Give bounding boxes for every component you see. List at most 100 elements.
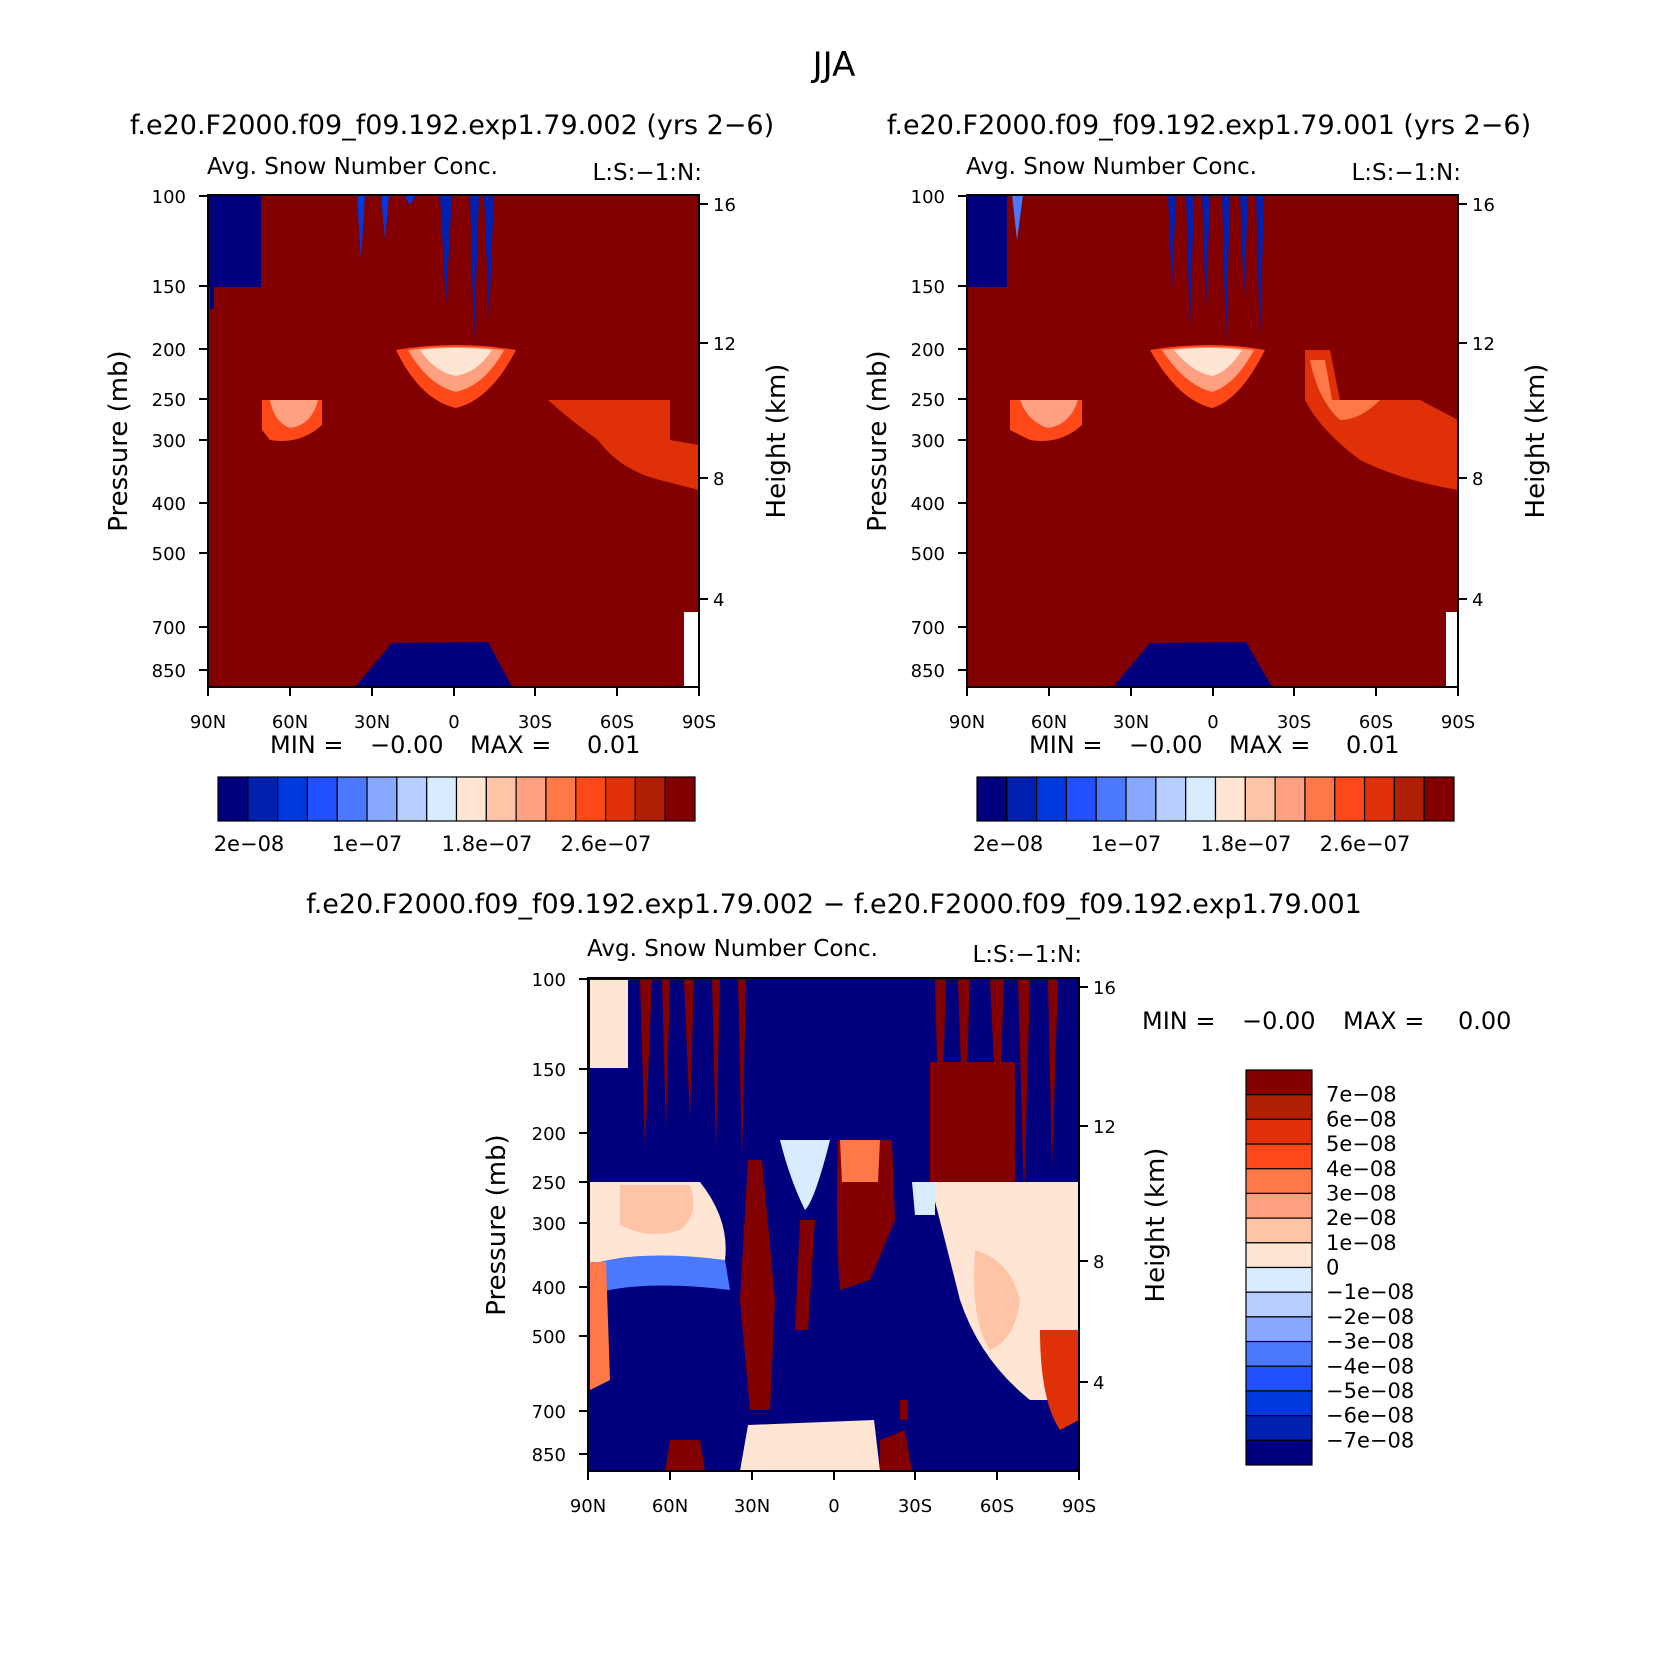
cbar2-swatch-12 [1334, 776, 1366, 822]
cbar1-swatch-9 [485, 776, 517, 822]
panel-1-y-ticks: 100 150 200 250 300 400 500 700 850 [152, 187, 208, 682]
panel-2-xtick-90n: 90N [949, 712, 985, 733]
panel-2-cbar-label-4: 2.6e−07 [1320, 832, 1411, 856]
panel-1-cbar-label-3: 1.8e−07 [442, 832, 533, 856]
panel-3-y-ticks-right: 16 12 8 4 [1079, 978, 1116, 1394]
panel-3-ytick-100: 100 [532, 970, 566, 991]
cbar2-swatch-2 [1036, 776, 1068, 822]
panel-1-rtick-4: 4 [713, 590, 724, 611]
panel-3-cbar-label-12: −4e−08 [1326, 1354, 1414, 1378]
panel-2-header: f.e20.F2000.f09_f09.192.exp1.79.001 (yrs… [887, 110, 1531, 141]
panel-1-x-ticks: 90N 60N 30N 0 30S 60S 90S [190, 687, 716, 733]
panel-2-min-value: −0.00 [1129, 731, 1203, 759]
panel-3-cbar-label-7: 1e−08 [1326, 1231, 1397, 1255]
panel-2-rtick-4: 4 [1472, 590, 1483, 611]
panel-2-ytick-400: 400 [911, 494, 945, 515]
panel-3-field-sh-upper-block [930, 1062, 1015, 1182]
panel-1-min-value: −0.00 [370, 731, 444, 759]
panel-2-field-nh-midlevel-inner [1020, 400, 1078, 428]
panel-2-field-missing [1446, 612, 1458, 687]
panel-1-field-nh-midlevel-inner [270, 400, 318, 428]
cbar3-swatch-1 [1245, 1094, 1313, 1120]
panel-3-cbar-label-14: −6e−08 [1326, 1404, 1414, 1428]
panel-3-field-equatorial-diff-a [780, 1140, 830, 1210]
cbar2-swatch-3 [1065, 776, 1097, 822]
panel-3-field-tropical-red-streaks-1 [740, 1160, 775, 1410]
panel-1-ytick-700: 700 [152, 618, 186, 639]
panel-2-title-right: L:S:−1:N: [1351, 160, 1461, 186]
panel-3-rtick-12: 12 [1093, 1117, 1116, 1138]
cbar3-swatch-10 [1245, 1316, 1313, 1343]
panel-2-y-ticks-right: 16 12 8 4 [1458, 195, 1495, 611]
panel-1-y-ticks-right: 16 12 8 4 [699, 195, 736, 611]
panel-3-field-nh-top-box [590, 980, 628, 1068]
panel-3-stats: MIN = −0.00 MAX = 0.00 [1142, 1007, 1511, 1035]
cbar2-swatch-6 [1155, 776, 1187, 822]
cbar1-swatch-0 [217, 776, 249, 822]
cbar3-swatch-14 [1245, 1415, 1313, 1441]
panel-3-ytick-250: 250 [532, 1173, 566, 1194]
panel-1-ytick-250: 250 [152, 390, 186, 411]
panel-3-rtick-4: 4 [1093, 1373, 1104, 1394]
panel-1-title: Avg. Snow Number Conc. [207, 154, 498, 180]
panel-3-xtick-60n: 60N [652, 1496, 688, 1517]
panel-3-field-nh-midlevel-blue-band [600, 1255, 730, 1292]
cbar1-swatch-3 [306, 776, 338, 822]
panel-2-field-sh-midlevel-inner [1310, 360, 1380, 420]
cbar2-swatch-11 [1304, 776, 1336, 822]
panel-2-max-value: 0.01 [1346, 731, 1399, 759]
panel-3-field-surface-red-patches [665, 1400, 912, 1471]
panel-3-field-nh-midlevel-warm-core [620, 1185, 694, 1234]
cbar2-swatch-4 [1095, 776, 1127, 822]
panel-3-xtick-30s: 30S [898, 1496, 932, 1517]
cbar3-swatch-3 [1245, 1143, 1313, 1170]
cbar1-swatch-15 [664, 776, 696, 822]
panel-2-max-label: MAX = [1229, 731, 1310, 759]
cbar2-swatch-13 [1363, 776, 1395, 822]
panel-1-xtick-60n: 60N [272, 712, 308, 733]
panel-3-cbar-label-8: 0 [1326, 1256, 1339, 1280]
panel-3-cbar-label-1: 7e−08 [1326, 1083, 1397, 1107]
panel-2-field-nh-surface-blue [1113, 642, 1272, 687]
cbar1-swatch-2 [277, 776, 309, 822]
panel-3-cbar-label-15: −7e−08 [1326, 1428, 1414, 1452]
panel-2-ylabel-right: Height (km) [1521, 364, 1551, 519]
panel-2-cbar-label-3: 1.8e−07 [1201, 832, 1292, 856]
panel-3-max-value: 0.00 [1458, 1007, 1511, 1035]
panel-3-header: f.e20.F2000.f09_f09.192.exp1.79.002 − f.… [306, 889, 1362, 920]
panel-1-field-nh-upper [208, 195, 261, 287]
panel-2: f.e20.F2000.f09_f09.192.exp1.79.001 (yrs… [863, 110, 1551, 856]
panel-2-ytick-500: 500 [911, 544, 945, 565]
cbar3-swatch-13 [1245, 1390, 1313, 1417]
panel-1-colorbar [217, 776, 696, 822]
panel-2-xtick-30n: 30N [1113, 712, 1149, 733]
panel-1-ytick-500: 500 [152, 544, 186, 565]
panel-1-field-equatorial-plume-3 [420, 348, 492, 376]
cbar2-swatch-14 [1393, 776, 1425, 822]
cbar3-swatch-12 [1245, 1365, 1313, 1392]
cbar3-swatch-9 [1245, 1291, 1313, 1318]
cbar1-swatch-6 [396, 776, 428, 822]
panel-1-rtick-8: 8 [713, 469, 724, 490]
cbar2-swatch-9 [1244, 776, 1276, 822]
panel-2-ytick-250: 250 [911, 390, 945, 411]
panel-1-cbar-label-2: 1e−07 [332, 832, 403, 856]
panel-3-ytick-300: 300 [532, 1214, 566, 1235]
panel-2-ytick-150: 150 [911, 277, 945, 298]
panel-3-xtick-90n: 90N [570, 1496, 606, 1517]
panel-3-ytick-500: 500 [532, 1327, 566, 1348]
panel-2-field-tropical-spikes [1168, 195, 1264, 345]
panel-3-xtick-60s: 60S [980, 1496, 1014, 1517]
cbar3-swatch-7 [1245, 1242, 1313, 1269]
panel-2-ytick-200: 200 [911, 340, 945, 361]
panel-3-colorbar [1245, 1069, 1313, 1466]
cbar1-swatch-10 [515, 776, 547, 822]
panel-2-x-ticks: 90N 60N 30N 0 30S 60S 90S [949, 687, 1475, 733]
panel-1-xtick-90n: 90N [190, 712, 226, 733]
panel-3: f.e20.F2000.f09_f09.192.exp1.79.002 − f.… [306, 889, 1511, 1517]
panel-3-cbar-label-9: −1e−08 [1326, 1280, 1414, 1304]
panel-1-ytick-200: 200 [152, 340, 186, 361]
panel-1-field-nh-strip [210, 287, 214, 309]
panel-2-colorbar [976, 776, 1455, 822]
cbar1-swatch-13 [604, 776, 636, 822]
